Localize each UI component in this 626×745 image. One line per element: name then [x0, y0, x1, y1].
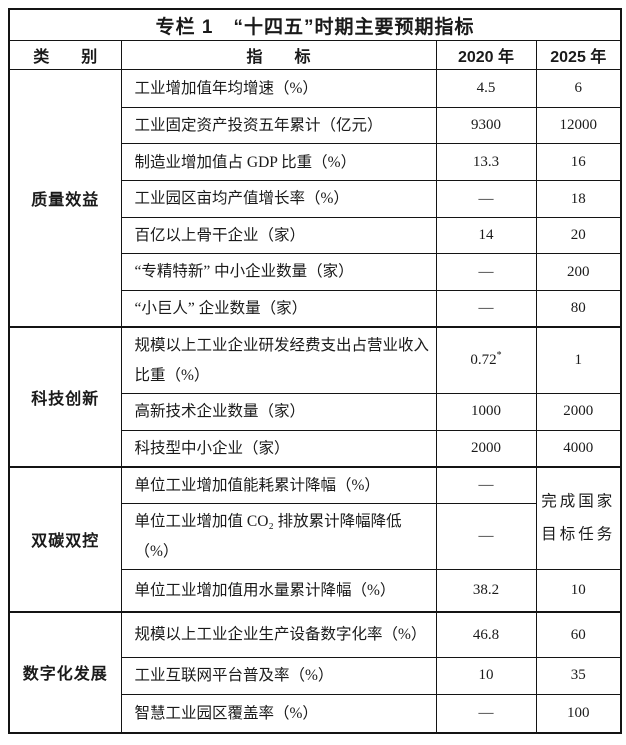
indicator-cell: “小巨人” 企业数量（家） [120, 289, 437, 328]
value-2025-cell: 16 [535, 143, 622, 182]
value-2025-cell: 200 [535, 253, 622, 291]
table-row: “小巨人” 企业数量（家） — 80 [9, 289, 622, 328]
table-row: 智慧工业园区覆盖率（%） — 100 [9, 693, 622, 734]
value-2020-cell: 0.72* [435, 326, 537, 395]
indicator-cell: 单位工业增加值 CO₂ 排放累计降幅降低（%） [120, 503, 437, 571]
value-2025-cell: 20 [535, 216, 622, 255]
table-row: 数字化发展 规模以上工业企业生产设备数字化率（%） 46.8 60 [8, 610, 622, 734]
table-row: 双碳双控 单位工业增加值能耗累计降幅（%） — 完成国家 目标任务 [8, 465, 622, 613]
indicator-cell: 百亿以上骨干企业（家） [120, 216, 437, 255]
value-2025-cell: 100 [535, 693, 622, 734]
indicator-cell: 智慧工业园区覆盖率（%） [120, 693, 437, 734]
value-2020-cell: — [435, 503, 537, 571]
category-cell-dual-carbon: 双碳双控 [8, 465, 122, 613]
table-row: 科技型中小企业（家） 2000 4000 [9, 429, 622, 468]
table-row: 科技创新 规模以上工业企业研发经费支出占营业收入比重（%） 0.72* 1 [8, 326, 622, 468]
value-2020-cell: — [435, 253, 537, 291]
table-row: 工业固定资产投资五年累计（亿元） 9300 12000 [9, 106, 622, 145]
value-2025-cell: 6 [535, 69, 622, 108]
table-row: 高新技术企业数量（家） 1000 2000 [9, 393, 622, 431]
col-header-category: 类 别 [8, 40, 122, 70]
value-2025-cell: 12000 [535, 106, 622, 145]
value-2020-cell: 14 [435, 216, 537, 255]
indicators-table: 专栏 1 “十四五”时期主要预期指标 类 别 指 标 2020 年 2025 年… [8, 8, 623, 735]
table-row: 单位工业增加值用水量累计降幅（%） 38.2 10 [9, 569, 622, 613]
indicator-cell: 单位工业增加值能耗累计降幅（%） [120, 465, 437, 505]
value-2025-cell: 10 [535, 569, 622, 613]
value-2020-cell: 1000 [435, 393, 537, 431]
value-2020-cell: — [435, 693, 537, 734]
value-2020-cell: 2000 [435, 429, 537, 468]
col-header-2025: 2025 年 [535, 40, 622, 70]
table-row: 质量效益 工业增加值年均增速（%） 4.5 6 [8, 69, 622, 328]
indicator-cell: 工业固定资产投资五年累计（亿元） [120, 106, 437, 145]
value-2020-cell: 4.5 [435, 69, 537, 108]
indicator-cell: 工业增加值年均增速（%） [120, 69, 437, 108]
value-2020-cell: 38.2 [435, 569, 537, 613]
indicator-cell: 科技型中小企业（家） [120, 429, 437, 468]
col-header-indicator: 指 标 [120, 40, 437, 70]
category-cell-digitalization: 数字化发展 [8, 610, 122, 734]
indicator-cell: 规模以上工业企业研发经费支出占营业收入比重（%） [120, 326, 437, 395]
value-2025-cell: 18 [535, 180, 622, 218]
value-2025-cell: 60 [535, 610, 622, 659]
value-2020-cell: — [435, 289, 537, 328]
value-2025-cell: 1 [535, 326, 622, 395]
value-2020-cell: 13.3 [435, 143, 537, 182]
table-row: 工业互联网平台普及率（%） 10 35 [9, 657, 622, 695]
estimate-asterisk: * [496, 350, 502, 362]
category-cell-quality: 质量效益 [8, 69, 122, 328]
value-2025-merged-cell: 完成国家 目标任务 [535, 465, 622, 571]
value-2025-cell: 80 [535, 289, 622, 328]
value-2020-cell: — [435, 180, 537, 218]
value-2020-cell: 46.8 [435, 610, 537, 659]
title-row: 专栏 1 “十四五”时期主要预期指标 [8, 8, 622, 41]
value-2020-text: 0.72 [470, 352, 497, 369]
table-row: 单位工业增加值 CO₂ 排放累计降幅降低（%） — [9, 503, 621, 571]
indicator-cell: “专精特新” 中小企业数量（家） [120, 253, 437, 291]
indicator-cell: 规模以上工业企业生产设备数字化率（%） [120, 610, 437, 659]
value-2020-cell: — [435, 465, 537, 505]
value-2020-cell: 10 [435, 657, 537, 695]
col-header-2020: 2020 年 [435, 40, 537, 70]
table-row: 工业园区亩均产值增长率（%） — 18 [9, 180, 622, 218]
value-2025-cell: 2000 [535, 393, 622, 431]
value-2020-cell: 9300 [435, 106, 537, 145]
indicator-cell: 工业互联网平台普及率（%） [120, 657, 437, 695]
table-title: 专栏 1 “十四五”时期主要预期指标 [8, 8, 622, 41]
table-row: 制造业增加值占 GDP 比重（%） 13.3 16 [9, 143, 622, 182]
header-row: 类 别 指 标 2020 年 2025 年 [8, 40, 622, 70]
indicator-cell: 单位工业增加值用水量累计降幅（%） [120, 569, 437, 613]
indicator-cell: 制造业增加值占 GDP 比重（%） [120, 143, 437, 182]
value-2025-cell: 4000 [535, 429, 622, 468]
table-row: 百亿以上骨干企业（家） 14 20 [9, 216, 622, 255]
category-cell-tech-innovation: 科技创新 [8, 326, 122, 468]
indicator-cell: 工业园区亩均产值增长率（%） [120, 180, 437, 218]
table-row: “专精特新” 中小企业数量（家） — 200 [9, 253, 622, 291]
indicator-cell: 高新技术企业数量（家） [120, 393, 437, 431]
value-2025-cell: 35 [535, 657, 622, 695]
